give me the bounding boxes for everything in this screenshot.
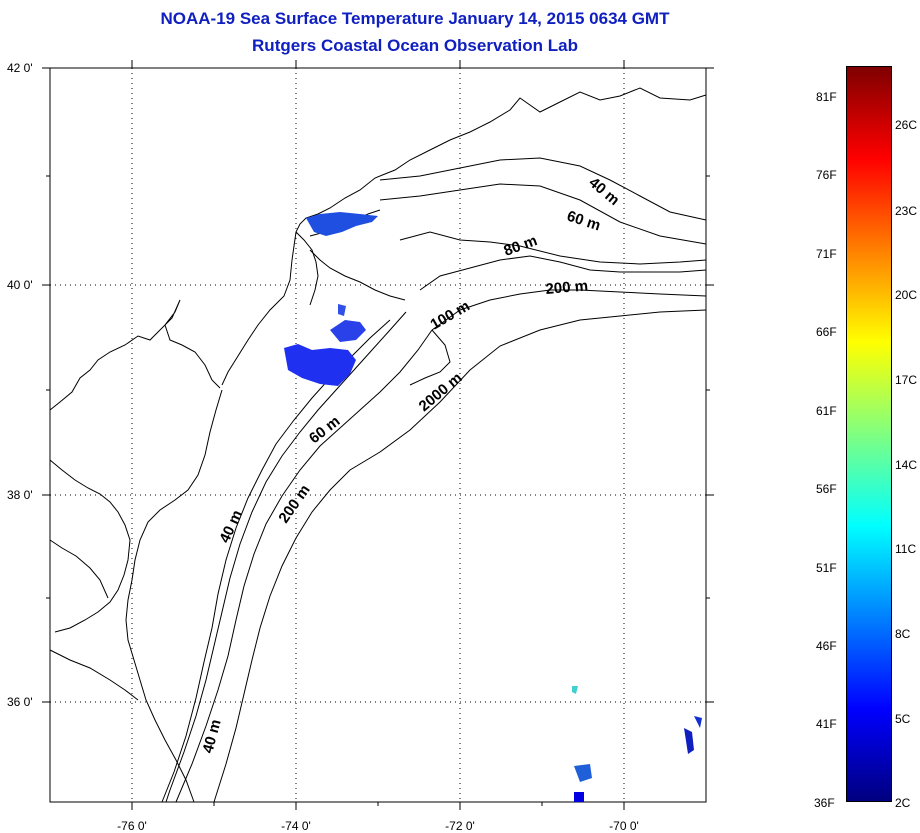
lat-label-38: 38 0' [7,488,33,502]
gridlines [50,68,706,802]
colorbar-c-label-17: 17C [895,373,918,387]
colorbar-f-label-36: 36F [814,796,835,810]
contour-labels: 40 m 60 m 80 m 100 m 200 m 2000 m 60 m 4… [199,174,622,755]
contour-label-2000m: 2000 m [416,369,466,415]
contour-label-60m-north: 60 m [565,208,603,235]
colorbar-c-label-11: 11C [895,542,917,556]
colorbar-f-label-51: 51F [816,561,837,575]
bathymetry-contours [161,157,707,803]
contour-label-40m-north: 40 m [585,174,622,209]
sst-patch-south-1 [574,764,592,782]
colorbar-c-label-23: 23C [895,204,918,218]
colorbar-f-label-81: 81F [816,90,837,104]
sst-patch-cyan-dot [572,686,578,694]
map-frame [49,67,707,803]
lon-label-70: -70 0' [609,819,639,833]
colorbar-f-label-46: 46F [816,639,837,653]
colorbar-c-label-5: 5C [895,712,911,726]
sst-patch-east-2 [694,716,702,728]
coastline [49,87,707,803]
sst-patch-south-2 [574,792,584,802]
sst-patch-east [684,728,694,754]
colorbar-c-label-14: 14C [895,458,918,472]
contour-label-40m-south: 40 m [199,718,224,755]
colorbar-f-label-66: 66F [816,325,837,339]
tick-marks [42,60,714,810]
colorbar-f-label-61: 61F [816,404,837,418]
sst-patch-nj-main [284,344,356,386]
lat-label-40: 40 0' [7,278,33,292]
colorbar-c-label-8: 8C [895,627,911,641]
lon-label-72: -72 0' [445,819,475,833]
colorbar-f-label-56: 56F [816,482,837,496]
sst-patch-long-island [306,212,378,236]
sst-patch-nj-small [338,304,346,316]
colorbar-f-label-76: 76F [816,168,837,182]
lat-label-42: 42 0' [7,61,33,75]
contour-label-200m-south: 200 m [275,482,313,527]
lat-label-36: 36 0' [7,695,33,709]
sst-data-patches [284,212,702,802]
contour-label-100m: 100 m [428,297,473,333]
colorbar-f-label-71: 71F [816,247,837,261]
contour-label-80m: 80 m [502,232,540,260]
colorbar-c-label-20: 20C [895,288,918,302]
lon-label-76: -76 0' [117,819,147,833]
temperature-colorbar [846,66,892,802]
lon-label-74: -74 0' [281,819,311,833]
sst-patch-nj-north [330,320,366,342]
colorbar-c-label-26: 26C [895,118,918,132]
map-title: NOAA-19 Sea Surface Temperature January … [160,9,670,28]
colorbar-f-label-41: 41F [816,717,837,731]
colorbar-c-label-2: 2C [895,796,911,810]
contour-label-200m-north: 200 m [545,277,589,298]
map-subtitle: Rutgers Coastal Ocean Observation Lab [252,36,578,55]
